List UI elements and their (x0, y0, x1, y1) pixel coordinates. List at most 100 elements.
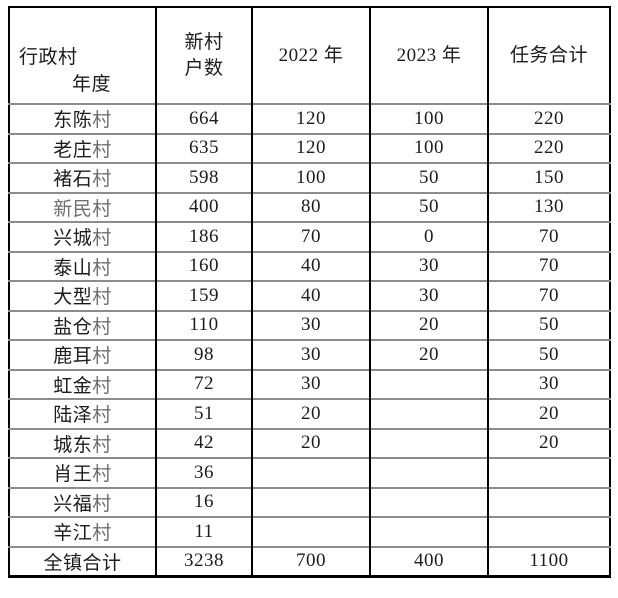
table-row: 褚石村 598 100 50 150 (9, 162, 610, 193)
village-name-cell: 东陈村 (9, 103, 156, 134)
village-name-text: 辛江 (53, 523, 93, 545)
village-name-text: 兴福 (53, 493, 93, 515)
task-total-cell: 1100 (487, 545, 610, 577)
year2022-cell: 100 (251, 162, 370, 193)
year2022-cell (251, 457, 370, 488)
table-row: 兴城村 186 70 0 70 (9, 221, 610, 252)
households-cell: 110 (155, 309, 252, 340)
village-name-text: 新民 (53, 198, 93, 220)
year2022-cell: 20 (251, 427, 370, 458)
village-name-suffix-text: 村 (92, 169, 112, 191)
task-total-cell: 150 (487, 162, 610, 193)
year2023-cell: 30 (369, 280, 488, 311)
village-name-suffix-text: 村 (92, 493, 112, 515)
village-name-suffix-text: 村 (92, 523, 112, 545)
year2022-cell: 700 (251, 545, 370, 577)
task-total-cell (487, 457, 610, 488)
year2023-cell (369, 427, 488, 458)
households-cell: 598 (155, 162, 252, 193)
table-row: 鹿耳村 98 30 20 50 (9, 339, 610, 370)
task-total-cell: 30 (487, 368, 610, 399)
table-row: 东陈村 664 120 100 220 (9, 103, 610, 134)
table-row: 泰山村 160 40 30 70 (9, 250, 610, 281)
year2022-cell: 80 (251, 191, 370, 222)
year2023-cell: 400 (369, 545, 488, 577)
village-name-text: 东陈 (53, 110, 93, 132)
task-total-cell (487, 516, 610, 547)
year2023-cell: 20 (369, 309, 488, 340)
task-total-cell: 70 (487, 221, 610, 252)
year2023-cell (369, 368, 488, 399)
village-name-text: 褚石 (53, 169, 93, 191)
households-cell: 400 (155, 191, 252, 222)
year2022-cell: 20 (251, 398, 370, 429)
village-name-text: 泰山 (53, 257, 93, 279)
table-row: 老庄村 635 120 100 220 (9, 132, 610, 163)
table-row: 肖王村 36 (9, 457, 610, 488)
households-cell: 16 (155, 486, 252, 517)
year2022-cell: 30 (251, 368, 370, 399)
table-header: 行政村 年度 新村 户数 2022 年 2023 年 任务合计 (9, 7, 610, 104)
village-name-suffix-text: 村 (92, 257, 112, 279)
village-name-text: 虹金 (53, 375, 93, 397)
year2022-cell: 40 (251, 250, 370, 281)
households-cell: 72 (155, 368, 252, 399)
year2023-cell (369, 486, 488, 517)
households-cell: 160 (155, 250, 252, 281)
village-name-cell: 城东村 (9, 427, 156, 458)
task-total-cell: 50 (487, 339, 610, 370)
village-name-text: 陆泽 (53, 405, 93, 427)
table-row: 城东村 42 20 20 (9, 427, 610, 458)
table-row: 盐仓村 110 30 20 50 (9, 309, 610, 340)
village-name-cell: 兴福村 (9, 486, 156, 517)
village-name-suffix-text: 村 (92, 346, 112, 368)
task-total-cell: 70 (487, 250, 610, 281)
village-name-suffix-text: 村 (92, 316, 112, 338)
village-name-text: 大型 (53, 287, 93, 309)
households-cell: 98 (155, 339, 252, 370)
village-name-text: 老庄 (53, 139, 93, 161)
task-total-cell: 20 (487, 398, 610, 429)
village-name-text: 鹿耳 (53, 346, 93, 368)
task-total-cell: 20 (487, 427, 610, 458)
village-name-suffix-text: 村 (92, 464, 112, 486)
village-name-cell: 陆泽村 (9, 398, 156, 429)
task-total-cell (487, 486, 610, 517)
village-name-suffix-text: 村 (92, 110, 112, 132)
village-name-cell: 大型村 (9, 280, 156, 311)
year2023-cell (369, 457, 488, 488)
village-name-cell: 泰山村 (9, 250, 156, 281)
households-cell: 42 (155, 427, 252, 458)
village-name-suffix-text: 村 (92, 228, 112, 250)
village-name-cell: 兴城村 (9, 221, 156, 252)
year2023-cell: 50 (369, 162, 488, 193)
task-total-cell: 220 (487, 103, 610, 134)
year2022-cell: 40 (251, 280, 370, 311)
task-total-cell: 220 (487, 132, 610, 163)
village-task-table: 行政村 年度 新村 户数 2022 年 2023 年 任务合计 东陈村 664 12… (8, 6, 611, 578)
year2023-cell (369, 398, 488, 429)
households-cell: 635 (155, 132, 252, 163)
households-cell: 36 (155, 457, 252, 488)
year2022-cell: 120 (251, 132, 370, 163)
table-row: 新民村 400 80 50 130 (9, 191, 610, 222)
year2023-cell: 100 (369, 132, 488, 163)
households-cell: 664 (155, 103, 252, 134)
column-header-2023: 2023 年 (369, 7, 488, 104)
households-cell: 51 (155, 398, 252, 429)
village-name-cell: 盐仓村 (9, 309, 156, 340)
village-name-suffix-text: 村 (92, 405, 112, 427)
year2023-cell: 30 (369, 250, 488, 281)
village-name-cell: 老庄村 (9, 132, 156, 163)
village-name-suffix-text: 村 (92, 287, 112, 309)
village-name-text: 盐仓 (53, 316, 93, 338)
village-name-cell: 鹿耳村 (9, 339, 156, 370)
village-name-cell: 辛江村 (9, 516, 156, 547)
task-total-cell: 50 (487, 309, 610, 340)
households-cell: 186 (155, 221, 252, 252)
village-name-cell: 虹金村 (9, 368, 156, 399)
year2022-cell: 30 (251, 339, 370, 370)
year2023-cell: 20 (369, 339, 488, 370)
village-name-text: 兴城 (53, 228, 93, 250)
